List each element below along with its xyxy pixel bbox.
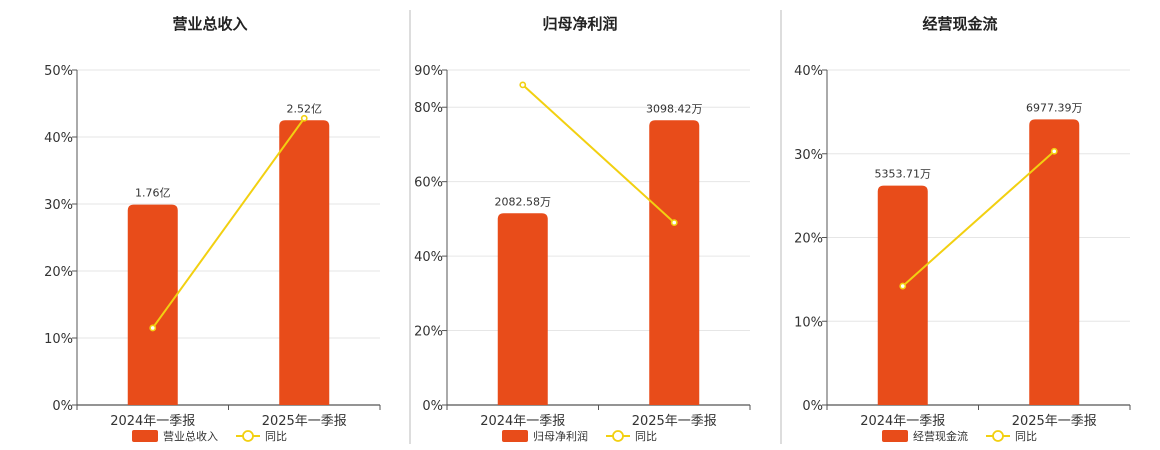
bar <box>877 185 928 405</box>
legend-bar-label: 营业总收入 <box>163 429 218 443</box>
legend-bar-label: 归母净利润 <box>533 429 588 443</box>
bar-value-label: 2.52亿 <box>287 102 323 115</box>
bar-value-label: 2082.58万 <box>495 195 552 208</box>
legend-bar-swatch <box>132 430 158 442</box>
bar <box>127 204 178 405</box>
y-tick-label: 40% <box>414 250 443 265</box>
legend-bar-label: 经营现金流 <box>913 429 968 443</box>
y-tick-label: 20% <box>414 325 443 340</box>
x-category-label: 2024年一季报 <box>860 414 945 429</box>
legend-line-label: 同比 <box>1015 430 1037 443</box>
y-tick-label: 10% <box>44 332 73 347</box>
chart-title: 营业总收入 <box>172 15 247 33</box>
y-tick-label: 60% <box>414 176 443 191</box>
legend-line-label: 同比 <box>635 430 657 443</box>
bar-value-label: 5353.71万 <box>875 168 932 181</box>
y-tick-label: 40% <box>794 64 823 79</box>
legend-line-label: 同比 <box>265 430 287 443</box>
y-tick-label: 30% <box>794 148 823 163</box>
yoy-point <box>519 81 527 89</box>
legend-bar-swatch <box>502 430 528 442</box>
legend-line-marker <box>992 430 1004 442</box>
bar-value-label: 1.76亿 <box>135 187 171 200</box>
y-tick-label: 80% <box>414 101 443 116</box>
x-category-label: 2025年一季报 <box>262 414 347 429</box>
yoy-line <box>522 84 675 224</box>
y-tick-label: 0% <box>52 399 73 414</box>
yoy-point <box>899 282 907 290</box>
chart-title: 经营现金流 <box>922 15 997 33</box>
bar <box>649 120 700 405</box>
x-category-label: 2024年一季报 <box>480 414 565 429</box>
y-tick-label: 0% <box>802 399 823 414</box>
bar <box>279 120 330 405</box>
y-tick-label: 10% <box>794 315 823 330</box>
y-tick-label: 0% <box>422 399 443 414</box>
yoy-point <box>300 114 308 122</box>
legend-bar-swatch <box>882 430 908 442</box>
y-tick-label: 90% <box>414 64 443 79</box>
bar-value-label: 3098.42万 <box>646 102 703 115</box>
y-tick-label: 20% <box>794 232 823 247</box>
yoy-point <box>1050 147 1058 155</box>
x-category-label: 2024年一季报 <box>110 414 195 429</box>
yoy-point <box>149 324 157 332</box>
yoy-point <box>670 219 678 227</box>
legend-line-marker <box>242 430 254 442</box>
y-tick-label: 50% <box>44 64 73 79</box>
legend-line-marker <box>612 430 624 442</box>
x-category-label: 2025年一季报 <box>1012 414 1097 429</box>
y-tick-label: 40% <box>44 131 73 146</box>
y-tick-label: 20% <box>44 265 73 280</box>
bar-value-label: 6977.39万 <box>1026 101 1083 114</box>
y-tick-label: 30% <box>44 198 73 213</box>
bar <box>497 213 548 405</box>
yoy-line <box>902 150 1055 287</box>
yoy-line <box>151 117 306 329</box>
x-category-label: 2025年一季报 <box>632 414 717 429</box>
bar <box>1029 119 1080 405</box>
chart-title: 归母净利润 <box>542 15 617 33</box>
